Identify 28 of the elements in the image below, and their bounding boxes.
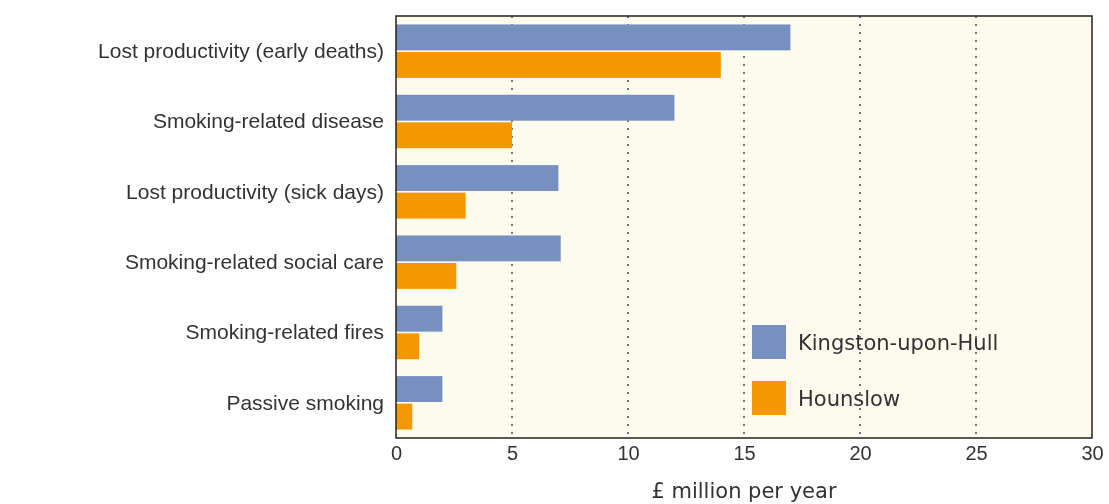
x-tick-label: 10 [617, 442, 640, 465]
bar [396, 24, 791, 51]
bar [396, 333, 420, 360]
x-tick-label: 30 [1081, 442, 1104, 465]
y-tick-label: Lost productivity (sick days) [126, 179, 384, 203]
bar [396, 51, 721, 78]
y-tick-label: Passive smoking [226, 390, 384, 414]
bar [396, 122, 512, 149]
x-tick-label: 0 [390, 442, 403, 465]
bar [396, 192, 466, 219]
bar [396, 165, 559, 192]
y-tick-label: Smoking-related disease [152, 109, 384, 133]
bar [396, 403, 413, 430]
legend-label: Kingston-upon-Hull [798, 331, 999, 355]
y-tick-label: Smoking-related fires [185, 320, 384, 344]
x-axis-title: £ million per year [651, 479, 837, 503]
x-tick-label: 15 [733, 442, 756, 465]
y-tick-label: Smoking-related social care [124, 249, 384, 273]
bar [396, 235, 561, 262]
legend-label: Hounslow [798, 387, 901, 411]
bar [396, 376, 443, 403]
bar [396, 305, 443, 332]
bar [396, 262, 457, 289]
bar [396, 94, 675, 121]
x-tick-label: 25 [965, 442, 988, 465]
x-tick-label: 20 [849, 442, 872, 465]
x-tick-label: 5 [506, 442, 519, 465]
y-tick-label: Lost productivity (early deaths) [98, 38, 384, 62]
